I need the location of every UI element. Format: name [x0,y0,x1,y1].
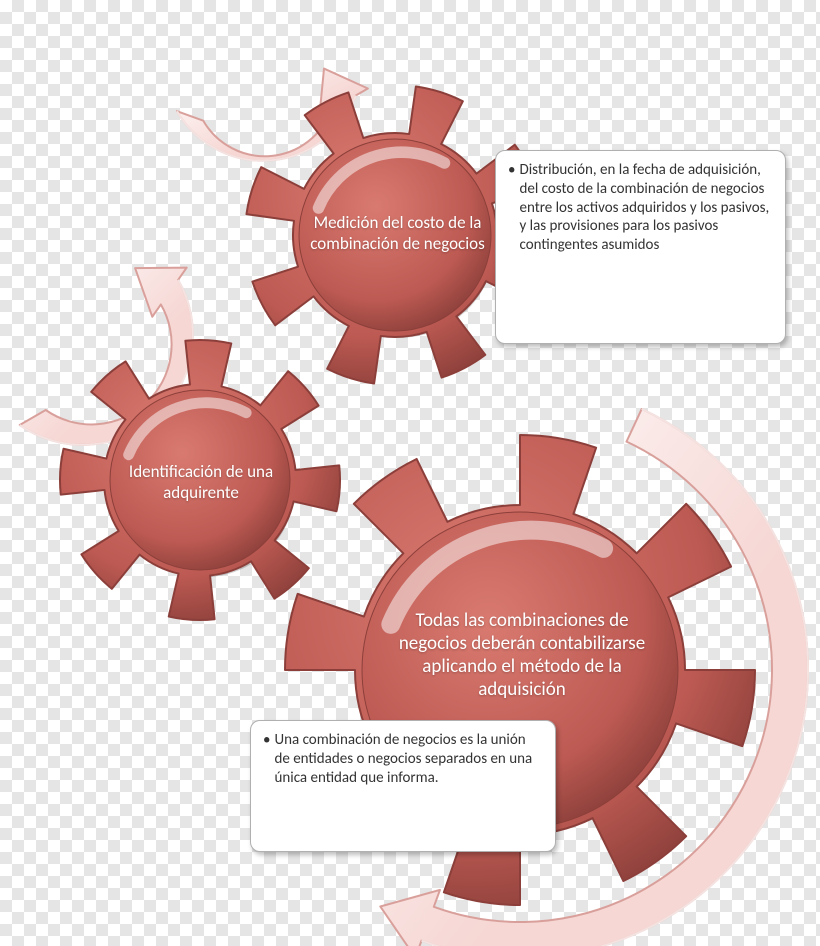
callout-text: Distribución, en la fecha de adquisición… [519,161,773,255]
callout-box: • Una combinación de negocios es la unió… [250,720,556,852]
diagram-canvas: { "type": "infographic", "background": "… [0,0,820,946]
callout-box: • Distribución, en la fecha de adquisici… [495,150,786,344]
bullet-dot: • [508,161,515,255]
callout-text: Una combinación de negocios es la unión … [274,731,543,787]
bullet-dot: • [263,731,270,787]
